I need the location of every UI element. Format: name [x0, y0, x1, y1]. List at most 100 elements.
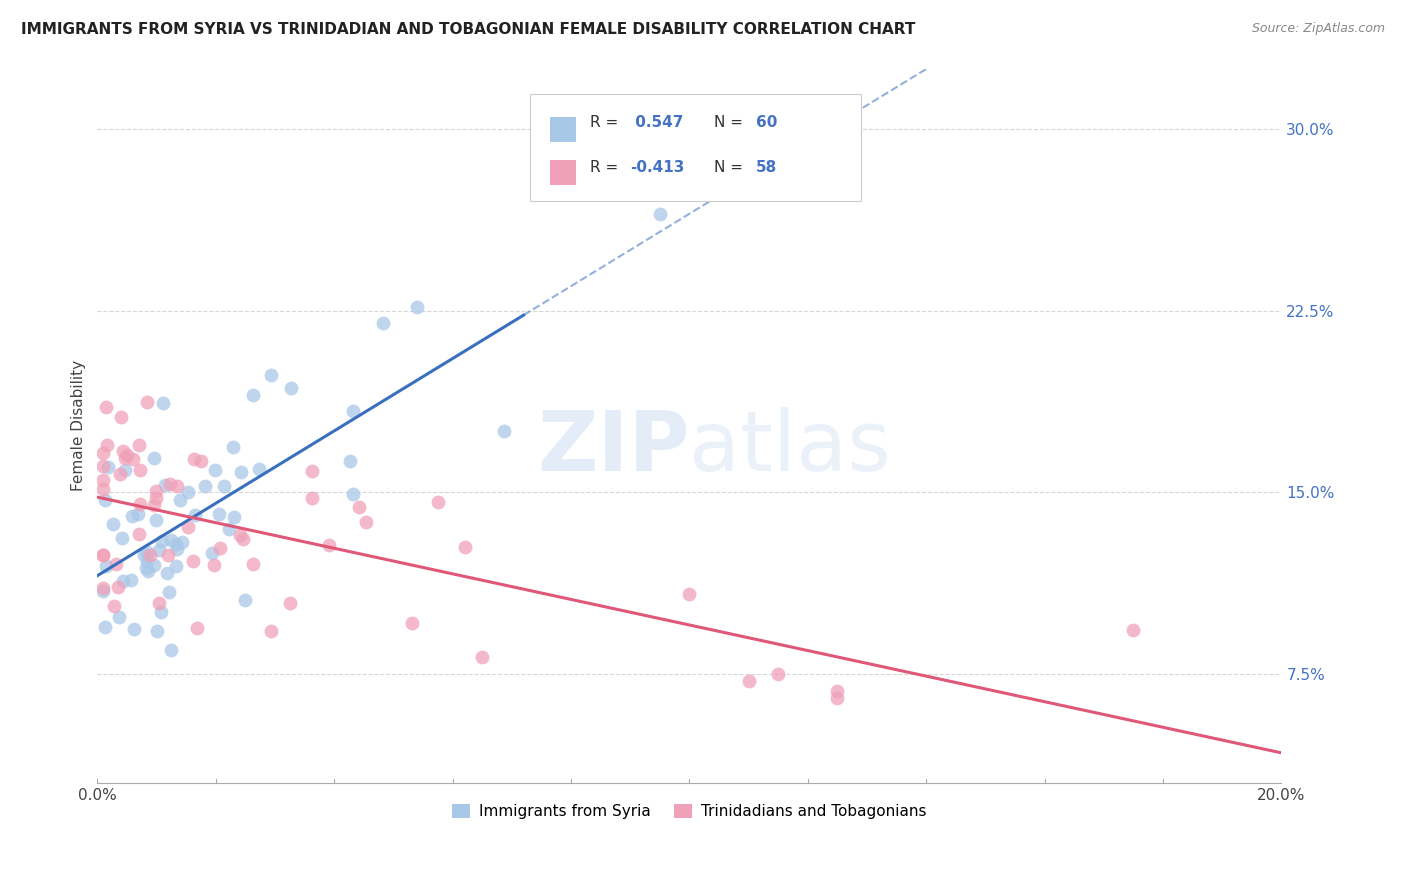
Point [471, 650, 494, 665]
Point [121, 509, 143, 524]
Point [157, 585, 180, 599]
Point [232, 532, 254, 546]
Point [143, 558, 166, 573]
Point [93, 620, 115, 634]
Point [91, 549, 114, 563]
Point [349, 500, 371, 514]
Point [278, 596, 301, 610]
Point [190, 454, 212, 468]
Point [169, 492, 191, 507]
Point [96, 438, 118, 452]
Point [426, 495, 449, 509]
Point [122, 451, 145, 466]
Point [122, 622, 145, 636]
Point [110, 409, 132, 424]
Point [401, 615, 423, 630]
Point [128, 438, 150, 452]
Point [177, 485, 200, 500]
Point [454, 540, 477, 554]
Point [148, 596, 170, 610]
Point [150, 605, 173, 619]
Y-axis label: Female Disability: Female Disability [72, 360, 86, 491]
Point [143, 498, 166, 512]
Point [260, 368, 283, 382]
Text: R =: R = [591, 114, 623, 129]
Point [160, 533, 183, 548]
Point [218, 523, 240, 537]
Point [166, 479, 188, 493]
Point [222, 440, 245, 454]
Point [108, 467, 131, 481]
Point [101, 516, 124, 531]
Point [91, 459, 114, 474]
Point [766, 667, 789, 681]
Point [120, 574, 142, 588]
Point [354, 516, 377, 530]
Point [301, 491, 323, 505]
Point [94, 493, 117, 508]
Point [91, 582, 114, 596]
Point [172, 534, 194, 549]
Point [148, 543, 170, 558]
Point [91, 473, 114, 487]
Point [155, 566, 177, 581]
Text: atlas: atlas [689, 407, 891, 488]
Point [165, 559, 187, 574]
Point [135, 560, 157, 574]
Point [186, 621, 208, 635]
Point [128, 527, 150, 541]
Point [153, 477, 176, 491]
Point [160, 643, 183, 657]
Point [200, 545, 222, 559]
Point [107, 580, 129, 594]
Point [128, 497, 150, 511]
Point [233, 593, 256, 607]
Point [139, 549, 162, 563]
Point [371, 316, 394, 330]
Point [204, 463, 226, 477]
Point [152, 396, 174, 410]
Point [103, 599, 125, 613]
Point [1122, 624, 1144, 638]
Point [260, 624, 283, 639]
Point [145, 624, 167, 638]
FancyBboxPatch shape [530, 94, 860, 201]
Legend: Immigrants from Syria, Trinidadians and Tobagonians: Immigrants from Syria, Trinidadians and … [446, 798, 934, 825]
Point [184, 508, 207, 522]
Point [247, 462, 270, 476]
Point [145, 483, 167, 498]
Point [136, 553, 159, 567]
Point [136, 394, 159, 409]
Point [214, 479, 236, 493]
Point [183, 452, 205, 467]
Point [492, 424, 515, 438]
Point [145, 491, 167, 506]
Point [114, 451, 136, 466]
Point [207, 507, 229, 521]
Point [280, 380, 302, 394]
Text: 58: 58 [755, 160, 778, 175]
Point [166, 542, 188, 557]
Point [117, 448, 139, 462]
Point [242, 557, 264, 571]
Point [112, 443, 135, 458]
Point [143, 451, 166, 466]
Point [165, 536, 187, 550]
Text: 60: 60 [755, 114, 778, 129]
Point [193, 479, 215, 493]
Point [301, 464, 323, 478]
Point [145, 513, 167, 527]
Point [342, 487, 364, 501]
Point [129, 463, 152, 477]
Point [159, 476, 181, 491]
Point [94, 559, 117, 574]
Point [405, 300, 427, 314]
Point [111, 574, 134, 588]
Point [202, 558, 225, 572]
Point [105, 558, 128, 572]
Point [827, 684, 849, 698]
Point [678, 587, 700, 601]
Point [94, 400, 117, 414]
Point [132, 548, 155, 562]
Text: ZIP: ZIP [537, 407, 689, 488]
